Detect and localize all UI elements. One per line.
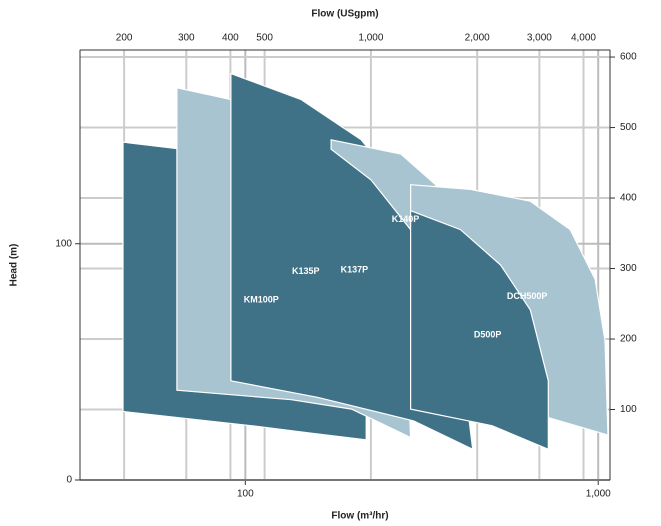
top-tick-label: 300 [178, 33, 195, 44]
x-tick-label: 1,000 [586, 489, 611, 500]
top-tick-label: 500 [256, 33, 273, 44]
top-tick-label: 1,000 [358, 33, 383, 44]
y2-tick-label: 400 [620, 193, 637, 204]
y-tick-label: 100 [55, 238, 72, 249]
y2-tick-label: 200 [620, 334, 637, 345]
y-tick-label: 0 [66, 475, 72, 486]
y2-tick-label: 600 [620, 52, 637, 63]
y2-tick-label: 100 [620, 404, 637, 415]
top-tick-label: 3,000 [527, 33, 552, 44]
x-tick-label: 100 [237, 489, 254, 500]
bottom-axis-title: Flow (m³/hr) [331, 511, 388, 522]
top-tick-label: 200 [116, 33, 133, 44]
top-tick-label: 2,000 [465, 33, 490, 44]
region-label: K135P [292, 266, 320, 276]
top-tick-label: 4,000 [571, 33, 596, 44]
performance-region [410, 209, 549, 451]
y2-tick-label: 500 [620, 122, 637, 133]
region-label: DCH500P [507, 291, 548, 301]
y2-tick-label: 300 [620, 263, 637, 274]
top-axis-title: Flow (USgpm) [311, 9, 378, 20]
region-label: K137P [341, 265, 369, 275]
region-label: K140P [392, 214, 420, 224]
region-label: KM100P [244, 295, 279, 305]
top-tick-label: 400 [222, 33, 239, 44]
left-axis-title: Head (m) [9, 244, 20, 287]
region-label: D500P [474, 329, 502, 339]
